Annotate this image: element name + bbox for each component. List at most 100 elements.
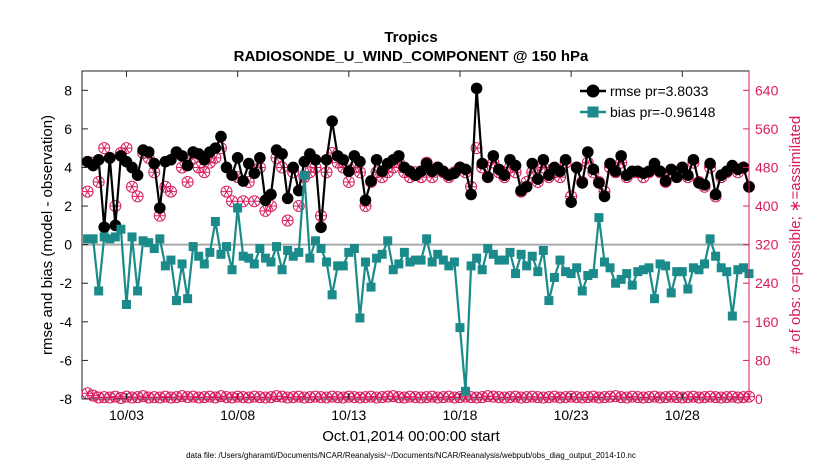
x-tick-label: 10/13 [331, 407, 366, 423]
bias-point [594, 213, 604, 223]
bias-point [205, 247, 215, 257]
bias-point [288, 251, 298, 261]
bias-point [566, 269, 576, 279]
chart-subtitle: RADIOSONDE_U_WIND_COMPONENT @ 150 hPa [234, 48, 589, 65]
bias-point [494, 255, 504, 265]
rmse-point [176, 150, 188, 162]
bias-point [644, 263, 654, 273]
x-tick-label: 10/23 [554, 407, 589, 423]
bias-point [561, 267, 571, 277]
bias-point [438, 255, 448, 265]
rmse-point [237, 175, 249, 187]
rmse-point [337, 153, 350, 166]
legend-bias-label: bias pr=-0.96148 [610, 104, 716, 120]
y-tick-label: 6 [64, 121, 72, 137]
bias-point [105, 234, 115, 244]
axes: -8-6-4-20246808016024032040048056064010/… [60, 71, 779, 423]
rmse-point [698, 179, 711, 191]
bias-point [210, 216, 220, 226]
obs-assimilated-point [165, 187, 176, 197]
legend: rmse pr=3.8033 bias pr=-0.96148 [580, 83, 716, 120]
bias-point [549, 272, 559, 282]
bias-point [416, 255, 426, 265]
rmse-point [292, 184, 305, 197]
y-tick-label: -8 [60, 391, 73, 407]
rmse-point [326, 115, 338, 127]
bias-point [538, 245, 548, 255]
y-tick-label: -6 [60, 352, 73, 368]
bias-point [433, 249, 443, 259]
rmse-point [343, 165, 355, 178]
rmse-point [654, 165, 666, 178]
rmse-point [148, 157, 161, 170]
rmse-point [670, 171, 683, 183]
bias-point [544, 296, 554, 306]
bias-series [83, 170, 754, 396]
bias-point [316, 244, 326, 254]
rmse-point [365, 175, 377, 187]
bias-point [727, 311, 737, 321]
bias-point [466, 261, 476, 271]
rmse-point [470, 82, 483, 95]
y-tick-label: 2 [64, 198, 72, 214]
rmse-point [570, 161, 583, 174]
bias-point [255, 244, 265, 254]
bias-point [283, 245, 293, 255]
bias-point [477, 265, 487, 275]
bias-point [83, 234, 93, 244]
rmse-point [393, 150, 405, 162]
x-tick-label: 10/08 [220, 407, 255, 423]
bias-point [722, 267, 732, 277]
bias-point [194, 251, 204, 261]
rmse-point [509, 159, 522, 172]
y-right-tick-label: 320 [755, 237, 779, 253]
bias-point [360, 257, 370, 267]
y-axis-label: rmse and bias (model - observation) [39, 115, 56, 355]
rmse-point [226, 169, 238, 181]
rmse-point [315, 221, 327, 234]
bias-point [622, 269, 632, 279]
bias-point [455, 323, 465, 333]
bias-point [222, 242, 232, 252]
y-tick-label: -4 [60, 314, 73, 330]
bias-point [444, 261, 454, 271]
rmse-point [131, 169, 144, 181]
rmse-point [531, 173, 544, 185]
bias-point [272, 242, 282, 252]
rmse-point [370, 153, 383, 166]
rmse-point [559, 153, 572, 166]
legend-rmse-marker [586, 84, 600, 98]
bias-point [166, 255, 176, 265]
bias-point [249, 259, 259, 269]
x-tick-label: 10/18 [442, 407, 477, 423]
bias-point [394, 259, 404, 269]
bias-point [160, 261, 170, 271]
bias-point [655, 259, 665, 269]
bias-point [461, 386, 471, 396]
rmse-point [609, 165, 622, 178]
rmse-point [565, 196, 577, 208]
rmse-point [554, 165, 566, 178]
obs-possible-point [164, 185, 177, 198]
rmse-point [215, 130, 227, 143]
obs-possible-point [81, 185, 94, 198]
bias-point [527, 251, 537, 261]
bias-point [266, 257, 276, 267]
bias-point [700, 259, 710, 269]
bias-point [605, 263, 615, 273]
bias-point [716, 263, 726, 273]
bias-point [116, 224, 126, 234]
rmse-point [659, 175, 672, 187]
bias-point [322, 257, 332, 267]
bias-point [577, 286, 587, 296]
rmse-point [498, 169, 511, 181]
bias-point [310, 236, 320, 246]
rmse-point [309, 153, 322, 166]
rmse-point [242, 157, 255, 170]
legend-rmse-label: rmse pr=3.8033 [610, 83, 709, 99]
rmse-point [709, 188, 722, 201]
rmse-point [92, 153, 105, 166]
bias-point [183, 294, 193, 304]
legend-bias-marker [587, 106, 599, 118]
bias-point [711, 251, 721, 261]
